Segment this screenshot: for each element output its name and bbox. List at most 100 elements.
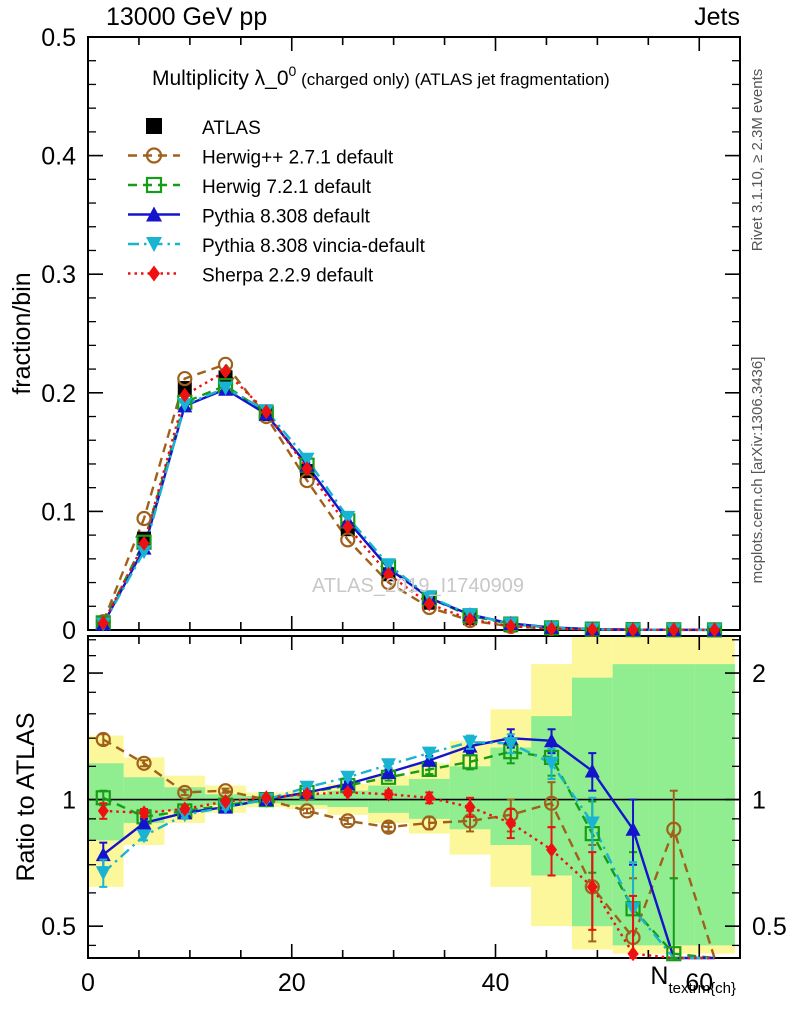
legend-label: Herwig 7.2.1 default xyxy=(202,177,372,198)
marker-diamond xyxy=(546,842,558,858)
marker-circle-open xyxy=(299,803,315,819)
ratio-series-markers xyxy=(97,784,639,962)
legend-label: Pythia 8.308 default xyxy=(202,207,371,228)
marker-diamond xyxy=(260,790,272,806)
main-plot-title: Multiplicity λ_00 (charged only) (ATLAS … xyxy=(152,63,610,90)
marker-diamond xyxy=(342,784,354,800)
ratio-ylabel: Ratio to ATLAS xyxy=(12,712,40,881)
marker-diamond xyxy=(383,786,395,802)
marker-diamond xyxy=(220,363,232,379)
marker-diamond xyxy=(423,596,435,612)
marker-square-open xyxy=(462,754,478,770)
legend-entry[interactable]: Herwig 7.2.1 default xyxy=(128,176,372,198)
marker-diamond xyxy=(627,622,639,638)
marker-triangle-down xyxy=(381,558,397,573)
marker-triangle-up xyxy=(95,847,111,862)
marker-triangle-up xyxy=(136,815,152,830)
x-axis-label-subscript: textrm{ch} xyxy=(668,980,736,997)
marker-diamond xyxy=(301,786,313,802)
main-ytick-label: 0.1 xyxy=(41,498,76,526)
legend-label: Sherpa 2.2.9 default xyxy=(202,266,374,287)
marker-circle-open xyxy=(177,370,193,387)
marker-diamond xyxy=(97,615,109,631)
marker-diamond xyxy=(546,621,558,637)
marker-circle-open xyxy=(340,813,356,829)
marker-triangle-down xyxy=(584,816,600,831)
marker-diamond xyxy=(179,387,191,403)
marker-triangle-down xyxy=(136,829,152,844)
legend-label: ATLAS xyxy=(202,118,261,139)
main-ytick-label: 0.4 xyxy=(41,143,76,171)
series-line xyxy=(102,386,715,632)
main-ytick-label: 0.3 xyxy=(41,261,76,289)
ratio-ytick-label: 0.5 xyxy=(41,913,76,941)
marker-triangle-down xyxy=(544,756,560,771)
header-analysis-category: Jets xyxy=(694,3,740,31)
marker-triangle-down xyxy=(421,746,437,761)
marker-triangle-up xyxy=(625,821,641,836)
ratio-ytick-label: 2 xyxy=(62,660,76,688)
marker-circle-open xyxy=(177,784,193,801)
marker-diamond xyxy=(260,404,272,420)
marker-triangle-down xyxy=(299,452,315,467)
marker-diamond xyxy=(342,519,354,535)
marker-diamond xyxy=(138,535,150,551)
marker-diamond xyxy=(505,815,517,831)
marker-triangle-down xyxy=(462,735,478,750)
series-markers xyxy=(95,381,723,638)
ratio-ytick-label-right: 0.5 xyxy=(752,913,786,941)
series-markers xyxy=(95,381,723,637)
marker-diamond xyxy=(586,622,598,638)
marker-triangle-up xyxy=(584,763,600,778)
marker-diamond xyxy=(709,622,721,638)
legend-label: Herwig++ 2.7.1 default xyxy=(202,148,394,169)
ratio-band-inner xyxy=(694,664,735,946)
main-ytick-label: 0 xyxy=(62,617,76,645)
marker-circle-open xyxy=(136,755,152,771)
ratio-series-line xyxy=(102,740,715,960)
title-part-rest: (charged only) (ATLAS jet fragmentation) xyxy=(296,70,609,89)
marker-circle-open xyxy=(136,510,152,527)
legend-label: Pythia 8.308 vincia-default xyxy=(202,236,426,257)
x-tick-label: 40 xyxy=(482,969,510,997)
marker-diamond xyxy=(627,946,639,962)
title-part-superscript: 0 xyxy=(289,63,297,79)
marker-circle-open xyxy=(421,815,437,831)
marker-diamond xyxy=(423,790,435,806)
marker-circle-open xyxy=(666,821,682,837)
marker-triangle-down xyxy=(136,545,152,560)
legend-entry[interactable]: Herwig++ 2.7.1 default xyxy=(128,147,394,169)
legend-entry[interactable]: ATLAS xyxy=(146,118,261,139)
main-ytick-label: 0.5 xyxy=(41,24,76,52)
series-line xyxy=(102,362,715,632)
ratio-band-inner xyxy=(88,763,124,841)
x-tick-label: 60 xyxy=(685,969,713,997)
marker-triangle-up xyxy=(146,206,162,222)
side-label-rivet: Rivet 3.1.10, ≥ 2.3M events xyxy=(749,69,766,252)
legend-entry[interactable]: Sherpa 2.2.9 default xyxy=(128,265,374,287)
x-axis-label-main: N xyxy=(650,962,668,990)
marker-diamond xyxy=(464,611,476,627)
legend-entry[interactable]: Pythia 8.308 default xyxy=(128,206,371,228)
series-markers xyxy=(95,378,723,638)
series-markers xyxy=(97,363,721,638)
marker-triangle-down xyxy=(340,770,356,785)
marker-triangle-down xyxy=(503,736,519,751)
ratio-ytick-label-right: 2 xyxy=(752,660,766,688)
ratio-series-line xyxy=(103,791,715,960)
marker-triangle-down xyxy=(381,758,397,773)
marker-diamond xyxy=(179,801,191,817)
main-ylabel: fraction/bin xyxy=(8,272,36,394)
marker-diamond xyxy=(464,799,476,815)
ratio-ytick-label: 1 xyxy=(62,787,76,815)
ratio-series-markers xyxy=(95,733,641,959)
legend-entry[interactable]: Pythia 8.308 vincia-default xyxy=(128,236,426,257)
ratio-series-line xyxy=(102,750,715,960)
ratio-panel-series xyxy=(95,728,716,962)
main-panel-series xyxy=(95,356,723,638)
marker-triangle-down xyxy=(95,866,111,881)
analysis-watermark: ATLAS_2019_I1740909 xyxy=(312,575,524,597)
marker-diamond xyxy=(668,622,680,638)
